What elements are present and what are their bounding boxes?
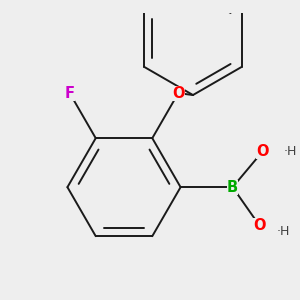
Text: O: O: [256, 144, 269, 159]
Text: ·H: ·H: [284, 145, 297, 158]
Text: O: O: [172, 85, 184, 100]
Text: O: O: [253, 218, 266, 233]
Text: B: B: [227, 180, 238, 195]
Text: ·H: ·H: [277, 225, 290, 238]
Text: F: F: [65, 85, 75, 100]
